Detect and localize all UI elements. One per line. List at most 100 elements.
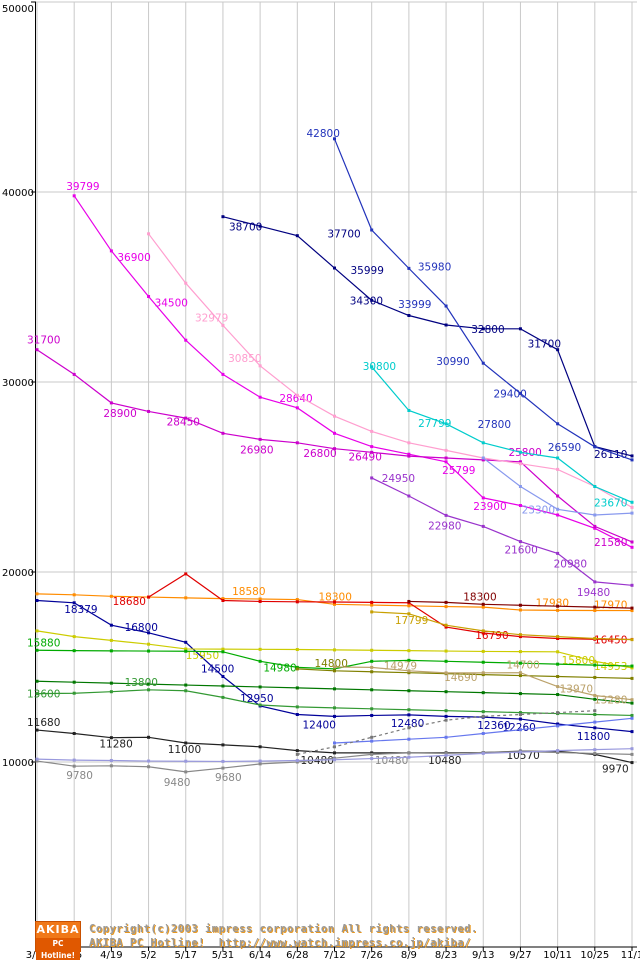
x-axis-label: 4/19 bbox=[100, 950, 122, 960]
data-point-gold bbox=[556, 635, 560, 639]
data-point-black bbox=[370, 751, 374, 755]
data-label-violet: 20980 bbox=[554, 558, 587, 570]
data-point-light-lavender bbox=[370, 757, 374, 761]
data-point-light-lavender bbox=[221, 759, 225, 763]
data-point-magenta-a bbox=[147, 295, 151, 298]
data-label-navy-b: 42800 bbox=[307, 128, 340, 140]
data-point-navy-c bbox=[221, 675, 225, 678]
data-point-yellow bbox=[593, 659, 597, 663]
data-point-light-lavender bbox=[184, 759, 188, 763]
data-point-light-lavender bbox=[333, 758, 336, 762]
data-label-navy-c: 12950 bbox=[240, 693, 273, 705]
data-label-navy-c: 12400 bbox=[303, 719, 336, 731]
data-point-magenta-b bbox=[258, 437, 262, 441]
data-point-olive bbox=[370, 670, 374, 674]
data-point-yellow bbox=[109, 638, 113, 642]
data-point-orange bbox=[630, 609, 634, 613]
data-point-dark-green bbox=[518, 692, 522, 696]
data-point-navy-a bbox=[221, 215, 225, 219]
data-point-dotted-gray bbox=[407, 726, 411, 730]
data-point-yellow bbox=[35, 629, 39, 633]
data-point-violet bbox=[518, 540, 522, 544]
data-point-pink bbox=[370, 429, 374, 433]
data-point-magenta-b bbox=[295, 441, 299, 445]
data-point-light-blue bbox=[630, 716, 634, 720]
data-point-light-lavender bbox=[481, 751, 485, 755]
series-line-olive bbox=[297, 668, 633, 679]
data-label-gray: 9780 bbox=[66, 770, 93, 782]
data-point-navy-c bbox=[444, 714, 448, 718]
data-point-navy-b bbox=[407, 266, 411, 270]
data-point-green bbox=[630, 664, 634, 668]
data-label-navy-b: 30990 bbox=[436, 356, 469, 368]
data-point-light-lavender bbox=[556, 749, 560, 753]
data-point-orange bbox=[407, 604, 411, 608]
data-label-orange: 18580 bbox=[232, 586, 265, 598]
data-point-yellow bbox=[518, 650, 522, 654]
data-point-light-blue bbox=[407, 737, 411, 741]
data-point-green-b bbox=[370, 707, 374, 711]
data-point-magenta-b bbox=[444, 456, 448, 460]
data-point-orange bbox=[72, 593, 76, 597]
data-point-magenta-a bbox=[370, 445, 374, 449]
data-point-magenta-b bbox=[109, 401, 113, 405]
data-point-navy-c bbox=[370, 713, 374, 717]
data-point-orange bbox=[556, 608, 560, 612]
data-point-violet bbox=[556, 551, 560, 555]
data-point-lavender bbox=[593, 513, 597, 517]
data-label-magenta-b: 28450 bbox=[167, 416, 200, 428]
data-point-cyan bbox=[556, 456, 560, 460]
data-point-gold bbox=[407, 612, 411, 616]
data-label-magenta-a: 23900 bbox=[473, 501, 506, 513]
data-label-magenta-b: 26490 bbox=[349, 452, 382, 464]
data-point-dotted-gray bbox=[518, 713, 522, 716]
data-label-navy-c: 12360 bbox=[477, 720, 510, 732]
data-point-green bbox=[109, 649, 113, 653]
data-point-orange bbox=[295, 598, 299, 602]
y-axis-label: 40000 bbox=[2, 188, 34, 199]
data-label-gray: 10480 bbox=[375, 755, 408, 767]
data-point-green bbox=[72, 649, 76, 653]
data-point-gold bbox=[370, 610, 374, 614]
data-point-green bbox=[556, 662, 560, 666]
data-point-red bbox=[370, 600, 374, 604]
data-point-gray bbox=[593, 751, 597, 755]
data-point-tan bbox=[407, 669, 411, 673]
data-point-magenta-a bbox=[556, 513, 560, 517]
data-label-tan: 14690 bbox=[444, 672, 477, 684]
data-point-magenta-b bbox=[481, 458, 485, 462]
data-point-red bbox=[518, 635, 522, 639]
akiba-pc-hotline-logo: AKIBA PC Hotline! bbox=[35, 921, 81, 960]
data-point-navy-a bbox=[407, 314, 411, 317]
data-point-tan bbox=[370, 665, 374, 669]
data-label-pink: 32979 bbox=[195, 312, 228, 324]
data-point-olive bbox=[333, 669, 336, 673]
data-point-green bbox=[518, 661, 522, 665]
copyright-line: Copyright(c)2003 impress corporation All… bbox=[89, 923, 478, 935]
data-label-navy-b: 27800 bbox=[478, 419, 511, 431]
data-point-pink bbox=[444, 448, 448, 452]
data-point-gray bbox=[444, 751, 448, 755]
data-point-gold bbox=[518, 633, 522, 637]
data-point-magenta-b bbox=[518, 460, 522, 464]
data-label-lavender: 23300 bbox=[522, 504, 555, 516]
data-point-light-lavender bbox=[258, 759, 262, 763]
data-label-navy-a: 34300 bbox=[350, 295, 383, 307]
data-point-olive bbox=[518, 674, 522, 678]
data-point-magenta-a bbox=[221, 372, 225, 376]
data-point-red bbox=[444, 625, 448, 629]
data-point-dark-green bbox=[481, 691, 485, 695]
data-point-cyan bbox=[593, 485, 597, 488]
data-point-red bbox=[147, 595, 151, 599]
data-point-black bbox=[184, 741, 188, 745]
data-label-navy-c: 18379 bbox=[64, 604, 97, 616]
data-point-dark-green bbox=[295, 686, 299, 690]
data-point-green-b bbox=[221, 695, 225, 699]
data-point-light-lavender bbox=[518, 750, 522, 754]
data-point-navy-a bbox=[556, 348, 560, 352]
data-point-navy-a bbox=[370, 298, 374, 302]
data-point-maroon bbox=[593, 605, 597, 609]
x-axis-label: 5/2 bbox=[141, 950, 157, 960]
data-label-violet: 24950 bbox=[382, 473, 415, 485]
data-point-dotted-gray bbox=[370, 735, 374, 739]
